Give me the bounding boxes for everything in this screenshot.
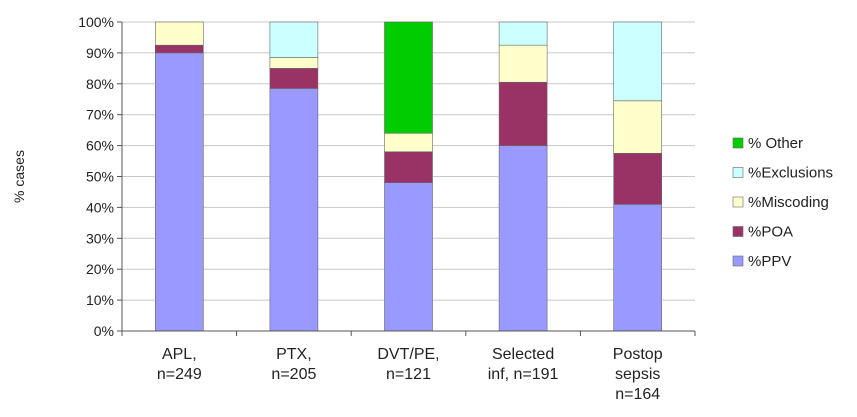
y-tick-label: 80% <box>86 76 114 92</box>
bar-segment-other <box>384 21 433 134</box>
bar-segment-ppv <box>384 182 433 332</box>
bar-segment-exclusions <box>613 21 663 102</box>
bar-segment-poa <box>269 68 319 89</box>
bar-segment-ppv <box>498 145 548 332</box>
y-tick-label: 50% <box>86 169 114 185</box>
x-tick-label: DVT/PE, n=121 <box>377 346 439 383</box>
x-tick-label: PTX, n=205 <box>271 346 316 383</box>
bar-segment-poa <box>613 153 663 205</box>
bar-segment-ppv <box>155 52 204 332</box>
x-tick-label: APL, n=249 <box>157 346 202 383</box>
bar-segment-miscoding <box>613 100 663 154</box>
y-tick-label: 70% <box>86 107 114 123</box>
bar-segment-ppv <box>613 204 663 332</box>
y-tick-label: 10% <box>86 292 114 308</box>
y-tick-label: 90% <box>86 45 114 61</box>
legend-label: %Exclusions <box>748 165 833 182</box>
legend-label: %Miscoding <box>748 194 829 211</box>
x-axis: APL, n=249 PTX, n=205 DVT/PE, n=121 Selected in… <box>121 330 696 403</box>
x-tick-label: Postop sepsis n=164 <box>613 346 663 403</box>
x-tick-label: Selected inf, n=191 <box>488 346 559 383</box>
bar-segment-miscoding <box>269 57 319 69</box>
y-tick-label: 20% <box>86 261 114 277</box>
y-axis-label: % cases <box>11 150 27 203</box>
legend-label: %POA <box>748 224 793 241</box>
legend-label: % Other <box>748 135 803 152</box>
y-tick-label: 40% <box>86 199 114 215</box>
legend-swatch <box>732 137 744 149</box>
bar-segment-poa <box>498 81 548 146</box>
legend-label: %PPV <box>748 253 791 270</box>
y-tick-label: 100% <box>78 14 114 30</box>
legend-swatch <box>732 167 744 178</box>
legend: % Other %Exclusions %Miscoding %POA %PPV <box>732 135 833 270</box>
legend-swatch <box>732 226 744 237</box>
bar-segment-exclusions <box>498 21 548 46</box>
bars <box>155 21 663 332</box>
bar-segment-miscoding <box>498 44 548 83</box>
bar-segment-ppv <box>269 88 319 332</box>
legend-swatch <box>732 196 744 208</box>
bar-segment-poa <box>384 151 433 183</box>
legend-swatch <box>732 255 744 267</box>
bar-segment-miscoding <box>155 21 204 46</box>
y-axis: 0% 10% 20% 30% 40% 50% 60% 70% 80% 90% 100% <box>78 14 123 339</box>
bar-segment-exclusions <box>269 21 319 58</box>
y-tick-label: 60% <box>86 138 114 154</box>
bar-segment-miscoding <box>384 132 433 153</box>
y-tick-label: 30% <box>86 230 114 246</box>
y-tick-label: 0% <box>94 323 114 339</box>
bar-segment-poa <box>155 44 204 54</box>
